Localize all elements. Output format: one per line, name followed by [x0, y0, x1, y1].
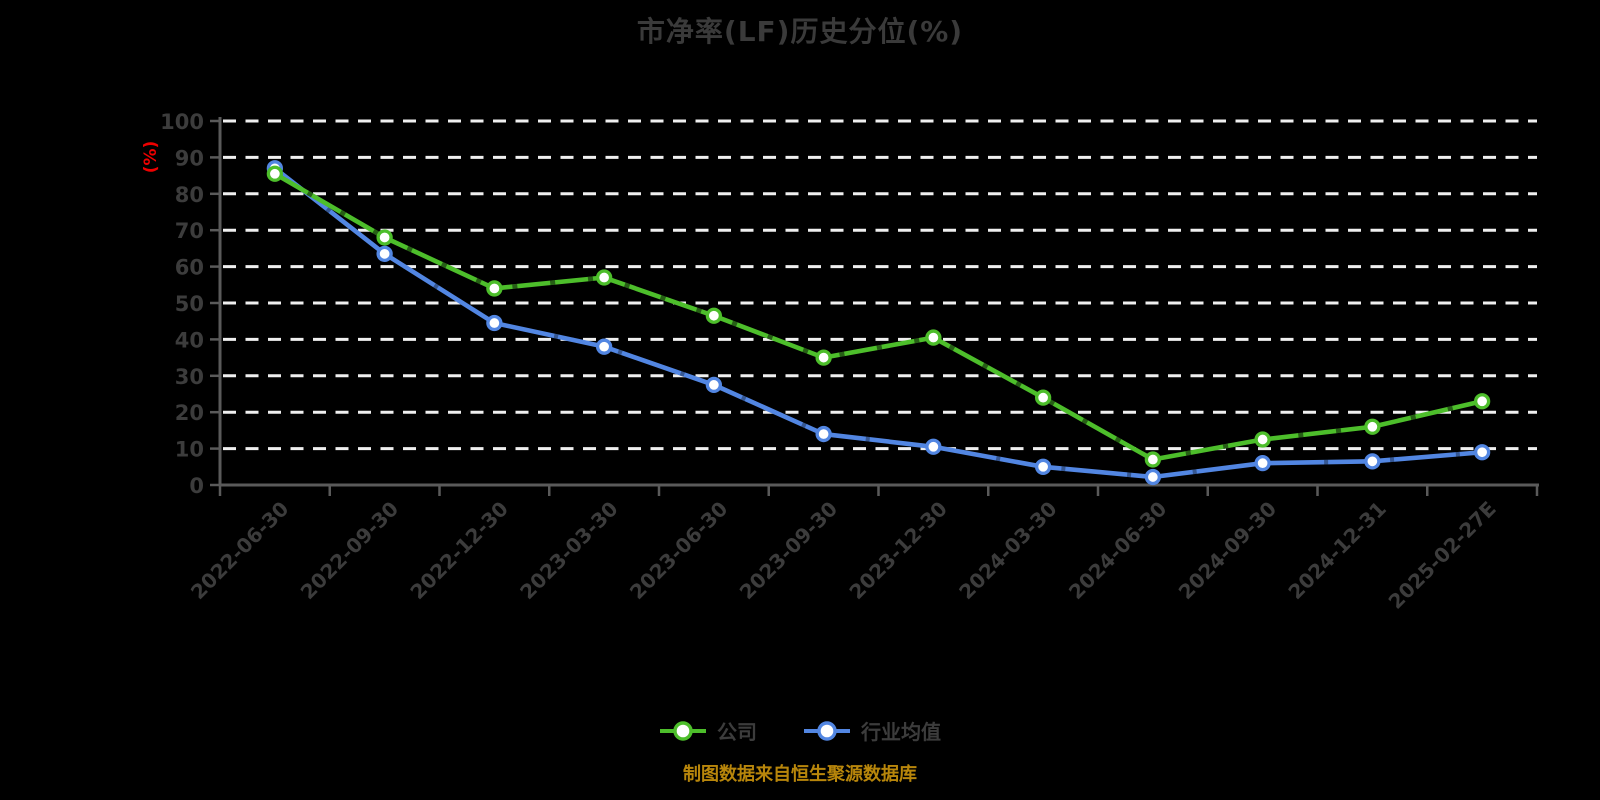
- chart-legend: 公司 行业均值: [0, 716, 1600, 745]
- data-point-marker: [1473, 444, 1491, 461]
- y-tick-label: 0: [189, 474, 204, 498]
- x-tick-label: 2023-12-30: [844, 497, 951, 604]
- series-dash-overlay-1: [273, 166, 1483, 480]
- data-point-marker: [486, 314, 503, 332]
- legend-item-industry-average[interactable]: 行业均值: [803, 716, 941, 745]
- x-tick-label: 2023-06-30: [625, 497, 732, 604]
- chart-title: 市净率(LF)历史分位(%): [636, 15, 964, 48]
- company-line-marker-icon: [660, 720, 706, 741]
- data-point-marker: [1144, 468, 1162, 486]
- data-point-marker: [376, 229, 393, 246]
- y-tick-label: 50: [175, 292, 204, 316]
- y-tick-label: 100: [160, 110, 204, 134]
- x-tick-labels: 2022-06-30 2022-09-30 2022-12-30 2023-03-30…: [186, 497, 1501, 614]
- industry-average-line-marker-icon: [804, 720, 850, 741]
- y-tick-label: 90: [175, 146, 204, 170]
- x-tick-label: 2023-09-30: [735, 497, 842, 604]
- data-point-marker: [815, 349, 832, 366]
- x-tick-label: 2023-03-30: [515, 497, 622, 604]
- legend-item-company[interactable]: 公司: [659, 716, 757, 745]
- data-point-marker: [925, 329, 942, 346]
- y-axis-unit-label: (%): [141, 141, 161, 174]
- x-tick-label: 2025-02-27E: [1384, 497, 1501, 614]
- legend-label-company: 公司: [717, 720, 757, 744]
- y-tick-label: 10: [175, 438, 204, 462]
- legend-label-industry-average: 行业均值: [861, 720, 941, 744]
- series-dash-overlay-0: [273, 171, 1483, 462]
- x-tick-label: 2022-12-30: [405, 497, 512, 604]
- data-point-marker: [1034, 458, 1052, 475]
- data-point-marker: [376, 245, 393, 263]
- x-tick-label: 2024-03-30: [954, 497, 1061, 604]
- data-point-marker: [1254, 431, 1271, 448]
- y-tick-label: 80: [175, 183, 204, 207]
- data-point-marker: [1364, 418, 1381, 435]
- axes: [210, 117, 1539, 496]
- series-line-0: [272, 171, 1485, 462]
- x-tick-label: 2024-06-30: [1064, 497, 1171, 604]
- x-tick-label: 2024-09-30: [1174, 497, 1281, 604]
- series-line-1: [272, 166, 1485, 480]
- y-tick-label: 40: [175, 328, 204, 352]
- data-point-marker: [1473, 393, 1491, 410]
- data-point-marker: [1364, 453, 1381, 470]
- data-point-marker: [705, 307, 723, 324]
- y-tick-label: 60: [175, 256, 204, 280]
- data-point-marker: [595, 338, 613, 355]
- y-gridlines: [223, 119, 1537, 451]
- series-markers-0: [266, 165, 1491, 468]
- data-point-marker: [1144, 451, 1162, 468]
- data-point-marker: [925, 438, 942, 455]
- data-point-marker: [486, 280, 503, 297]
- x-tick-label: 2024-12-31: [1283, 497, 1390, 604]
- x-tick-label: 2022-09-30: [296, 497, 403, 604]
- y-tick-label: 70: [175, 219, 204, 243]
- data-point-marker: [1254, 455, 1271, 472]
- data-point-marker: [1034, 389, 1052, 406]
- y-tick-labels: 0 10 20 30 40 50 60 70 80 90 100: [160, 110, 204, 498]
- data-point-marker: [705, 376, 723, 394]
- y-tick-label: 30: [175, 365, 204, 389]
- data-point-marker: [266, 165, 284, 182]
- data-point-marker: [815, 425, 832, 443]
- x-tick-label: 2022-06-30: [186, 497, 293, 604]
- y-tick-label: 20: [175, 401, 204, 425]
- data-point-marker: [595, 269, 613, 286]
- data-source-note: 制图数据来自恒生聚源数据库: [683, 764, 917, 785]
